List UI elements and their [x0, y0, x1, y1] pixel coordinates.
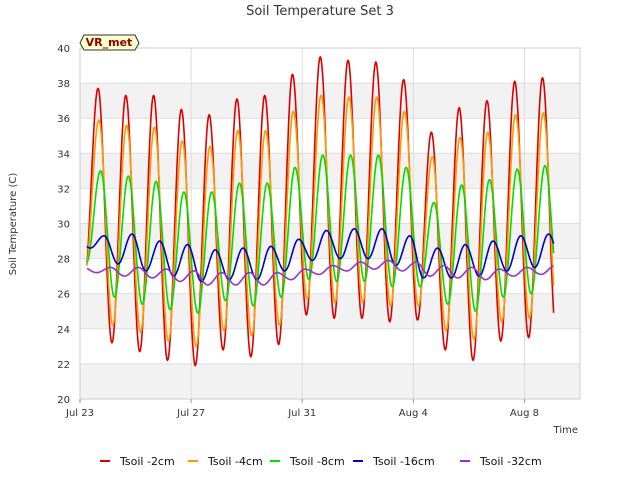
site-tag-label: VR_met	[86, 36, 133, 49]
series-lines	[86, 55, 555, 367]
grid-band	[80, 83, 580, 119]
legend-label: Tsoil -8cm	[289, 455, 345, 468]
legend: Tsoil -2cm Tsoil -4cm Tsoil -8cm Tsoil -16c…	[100, 455, 542, 468]
y-tick-label: 28	[57, 255, 70, 266]
legend-label: Tsoil -16cm	[372, 455, 435, 468]
x-tick-label: Jul 27	[176, 408, 205, 419]
legend-item-tsoil-2cm: Tsoil -2cm	[100, 455, 175, 468]
legend-item-tsoil-8cm: Tsoil -8cm	[270, 455, 345, 468]
x-axis-label: Time	[553, 425, 578, 436]
x-tick-label: Aug 8	[510, 408, 539, 419]
x-tick-label: Aug 4	[399, 408, 428, 419]
chart-title: Soil Temperature Set 3	[246, 4, 394, 19]
y-axis-label: Soil Temperature (C)	[8, 173, 19, 276]
legend-label: Tsoil -2cm	[119, 455, 175, 468]
y-tick-label: 32	[57, 184, 70, 195]
series-line-tsoil-4cm	[86, 94, 555, 348]
site-tag-box	[79, 34, 140, 51]
x-tick-label: Jul 31	[287, 408, 316, 419]
y-tick-label: 24	[57, 325, 70, 336]
x-tick-label: Jul 23	[65, 408, 94, 419]
y-tick-label: 26	[57, 290, 70, 301]
series-line-tsoil-16cm	[86, 228, 555, 283]
y-tick-label: 20	[57, 395, 70, 406]
site-tag: VR_met	[79, 34, 140, 51]
y-axis-ticks: 20 22 24 26 28 30 32 34 36 38 40	[57, 44, 70, 406]
grid-band	[80, 153, 580, 189]
x-axis-ticks: Jul 23 Jul 27 Jul 31 Aug 4 Aug 8	[65, 399, 539, 419]
plot-frame	[79, 47, 581, 400]
y-tick-label: 36	[57, 114, 70, 125]
y-tick-label: 40	[57, 44, 70, 55]
legend-label: Tsoil -4cm	[207, 455, 263, 468]
legend-item-tsoil-32cm: Tsoil -32cm	[460, 455, 542, 468]
grid-band	[80, 363, 580, 399]
y-tick-label: 22	[57, 360, 70, 371]
legend-label: Tsoil -32cm	[479, 455, 542, 468]
legend-item-tsoil-16cm: Tsoil -16cm	[353, 455, 435, 468]
y-tick-label: 38	[57, 79, 70, 90]
y-tick-label: 34	[57, 149, 70, 160]
y-tick-label: 30	[57, 220, 70, 231]
legend-item-tsoil-4cm: Tsoil -4cm	[188, 455, 263, 468]
series-line-tsoil-32cm	[86, 259, 554, 286]
